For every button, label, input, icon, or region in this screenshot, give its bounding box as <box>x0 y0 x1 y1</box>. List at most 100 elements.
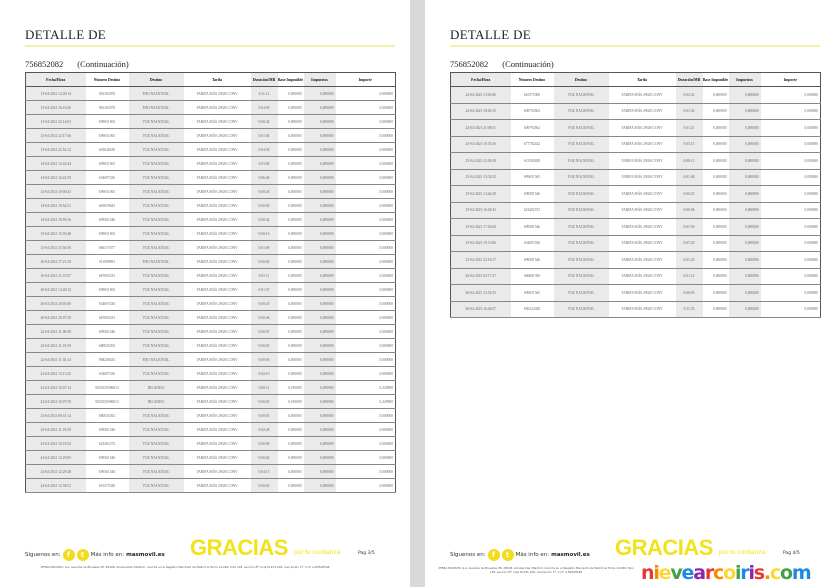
title-underline <box>25 45 395 47</box>
cell-taxes: 0,000000 <box>303 450 336 465</box>
cell-tariff: TARIFA MÁS 29GB CONV <box>608 268 676 285</box>
line-subtitle: 756852082 (Continuación) <box>450 59 554 69</box>
table-row: 22-04-2021 11:00:58 699361546 VOZ NACIONAL… <box>25 324 396 339</box>
cell-tariff: TARIFA MÁS 29GB CONV <box>183 254 251 269</box>
column-header-amount: Importe <box>335 72 396 87</box>
cell-taxable-base: 0,000000 <box>277 310 304 325</box>
cell-taxes: 0,000000 <box>303 142 336 157</box>
cell-taxes: 0,000000 <box>728 235 761 252</box>
cell-destination-number: 634697436 <box>510 235 554 252</box>
table-row: 24-04-2021 21:08:51 609794562 VOZ NACIONAL… <box>450 119 821 137</box>
cell-duration: 0:11:55 <box>675 301 703 318</box>
cell-taxes: 0,000000 <box>303 86 336 101</box>
cell-destination-number: 623402372 <box>85 436 129 451</box>
table-row: 24-04-2021 18:46:15 609794562 VOZ NACIONAL… <box>450 103 821 120</box>
cell-amount: 0,000000 <box>760 235 821 252</box>
cell-taxes: 0,000000 <box>728 284 761 302</box>
cell-duration: 0:00:02 <box>250 450 278 465</box>
table-row: 26-04-2021 12:54:55 699651565 VOZ NACIONAL… <box>450 284 821 302</box>
cell-duration: 0:00:20 <box>250 296 278 311</box>
cell-duration: 0:00:26 <box>250 184 278 199</box>
cell-destination-number: 634697436 <box>85 366 129 381</box>
cell-tariff: TARIFA MÁS 29GB CONV <box>183 240 251 255</box>
table-row: 14-04-2021 12:42:44 699651565 VOZ NACIONAL… <box>25 156 396 171</box>
twitter-icon[interactable]: t <box>76 549 89 561</box>
cell-taxes: 0,000000 <box>303 366 336 381</box>
cell-destination-number: 629646180 <box>85 142 129 157</box>
column-header-destination-number: Número Destino <box>85 72 129 87</box>
cell-date-time: 25-04-2021 12:28:18 <box>450 152 511 170</box>
cell-duration: 0:00:03 <box>675 284 703 302</box>
cell-tariff: TARIFA MÁS 29GB CONV <box>183 296 251 311</box>
facebook-icon[interactable]: f <box>487 549 500 561</box>
column-header-date-time: Fecha/Hora <box>25 72 86 87</box>
cell-destination: VOZ NACIONAL <box>553 202 609 219</box>
cell-destination-number: 609794562 <box>510 103 554 120</box>
cell-date-time: 25-04-2021 17:54:00 <box>450 218 511 236</box>
cell-amount: 0,000000 <box>335 450 396 465</box>
cell-taxes: 0,000000 <box>728 119 761 137</box>
cell-taxes: 0,000000 <box>303 100 336 115</box>
table-row: 23-04-2021 11:18:59 699361546 VOZ NACIONAL… <box>25 422 396 437</box>
cell-tariff: TARIFA MÁS 29GB CONV <box>183 142 251 157</box>
cell-amount: 0,000000 <box>760 152 821 170</box>
site-link[interactable]: masmovil.es <box>551 552 590 558</box>
cell-duration: 0:01:25 <box>675 251 703 269</box>
column-header-taxes: Impuestos <box>303 72 336 87</box>
cell-destination: VOZ NACIONAL <box>553 251 609 269</box>
table-row: 22-04-2021 11:35:14 968238433 FIJO NACIONA… <box>25 352 396 367</box>
cell-destination: VOZ NACIONAL <box>128 282 184 297</box>
table-row: 22-04-2021 13:13:25 634697436 VOZ NACIONAL… <box>25 366 396 381</box>
cell-destination: VOZ NACIONAL <box>553 103 609 120</box>
cell-date-time: 25-04-2021 22:10:17 <box>450 251 511 269</box>
cell-taxable-base: 0,000000 <box>702 119 729 137</box>
cell-destination-number: 610375328 <box>85 478 129 493</box>
cell-taxable-base: 0,000000 <box>277 478 304 493</box>
cell-duration: 0:00:56 <box>250 352 278 367</box>
site-link[interactable]: masmovil.es <box>126 552 165 558</box>
table-row: 20-04-2021 13:40:12 699651565 VOZ NACIONAL… <box>25 282 396 297</box>
cell-taxes: 0,000000 <box>303 464 336 479</box>
cell-destination: VOZ NACIONAL <box>128 142 184 157</box>
cell-taxable-base: 0,000000 <box>702 218 729 236</box>
cell-date-time: 13-04-2021 12:00:14 <box>25 86 86 101</box>
cell-destination-number: 666317677 <box>85 240 129 255</box>
cell-destination-number: 699651565 <box>510 284 554 302</box>
cell-destination: IRLANDA <box>128 394 184 409</box>
cell-amount: 0,229900 <box>335 380 396 395</box>
cell-taxes: 0,000000 <box>728 301 761 318</box>
cell-duration: 0:00:16 <box>250 226 278 241</box>
cell-taxable-base: 0,000000 <box>277 436 304 451</box>
column-header-amount: Importe <box>760 72 821 87</box>
cell-taxes: 0,000000 <box>303 170 336 185</box>
cell-duration: 0:01:21 <box>675 119 703 137</box>
cell-taxes: 0,039900 <box>303 394 336 409</box>
table-row: 13-04-2021 12:00:14 961302970 FIJO NACIONA… <box>25 86 396 101</box>
cell-destination: VOZ NACIONAL <box>128 156 184 171</box>
page-number: Pag 4/5 <box>783 551 800 556</box>
cell-taxes: 0,000000 <box>303 254 336 269</box>
cell-destination-number: 699651565 <box>510 169 554 186</box>
twitter-icon[interactable]: t <box>501 549 514 561</box>
facebook-icon[interactable]: f <box>62 549 75 561</box>
cell-tariff: TARIFA MÁS 29GB CONV <box>608 202 676 219</box>
cell-taxes: 0,000000 <box>303 198 336 213</box>
cell-date-time: 22-04-2021 11:00:58 <box>25 324 86 339</box>
cell-destination: VOZ NACIONAL <box>128 296 184 311</box>
cell-tariff: TARIFA MÁS 29GB CONV <box>608 251 676 269</box>
title-underline <box>450 45 820 47</box>
cell-destination-number: 699651565 <box>85 184 129 199</box>
legal-text: XFERA MÓVILES, S.A. Avenida de Bruselas … <box>40 565 330 569</box>
table-row: 20-04-2021 20:07:29 667693233 VOZ NACIONAL… <box>25 310 396 325</box>
cell-tariff: TARIFA MÁS 29GB CONV <box>183 366 251 381</box>
cell-tariff: TARIFA MÁS 29GB CONV <box>183 394 251 409</box>
cell-taxable-base: 0,000000 <box>277 422 304 437</box>
cell-destination-number: 650222020 <box>510 301 554 318</box>
cell-amount: 0,000000 <box>335 254 396 269</box>
cell-destination: VOZ NACIONAL <box>128 212 184 227</box>
cell-date-time: 23-04-2021 11:18:59 <box>25 422 86 437</box>
cell-destination-number: 680035292 <box>85 408 129 423</box>
cell-taxes: 0,000000 <box>303 268 336 283</box>
cell-tariff: TARIFA MÁS 29GB CONV <box>183 170 251 185</box>
table-row: 26-04-2021 16:46:57 650222020 VOZ NACIONAL… <box>450 301 821 318</box>
